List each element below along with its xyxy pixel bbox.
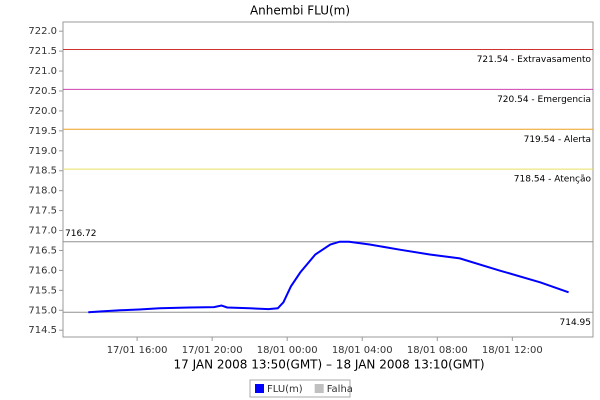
legend-swatch <box>255 384 264 393</box>
y-tick-label: 716.0 <box>28 265 57 276</box>
chart-title: Anhembi FLU(m) <box>250 4 350 18</box>
y-tick-label: 718.5 <box>28 166 57 177</box>
threshold-label: 721.54 - Extravasamento <box>477 55 592 65</box>
threshold-label: 719.54 - Alerta <box>524 135 591 145</box>
y-tick-label: 719.5 <box>28 126 57 137</box>
y-tick-label: 718.0 <box>28 186 57 197</box>
y-tick-label: 720.5 <box>28 86 57 97</box>
x-tick-label: 17/01 20:00 <box>182 345 243 356</box>
x-axis-label: 17 JAN 2008 13:50(GMT) – 18 JAN 2008 13:… <box>173 358 484 372</box>
y-tick-label: 722.0 <box>28 26 57 37</box>
y-tick-label: 714.5 <box>28 325 57 336</box>
x-tick-label: 18/01 00:00 <box>257 345 318 356</box>
legend-label: FLU(m) <box>267 384 303 395</box>
legend-swatch <box>314 384 324 393</box>
threshold-label: 714.95 <box>560 318 592 328</box>
x-tick-label: 18/01 08:00 <box>407 345 468 356</box>
legend-box <box>249 379 351 398</box>
y-tick-label: 717.5 <box>28 206 57 217</box>
x-tick-label: 18/01 12:00 <box>482 345 543 356</box>
y-tick-label: 715.0 <box>28 305 57 316</box>
y-tick-label: 721.5 <box>28 46 57 57</box>
y-tick-label: 715.5 <box>28 285 57 296</box>
x-tick-label: 17/01 16:00 <box>107 345 168 356</box>
threshold-label: 720.54 - Emergencia <box>497 95 591 105</box>
y-tick-label: 717.0 <box>28 226 57 237</box>
y-tick-label: 720.0 <box>28 106 57 117</box>
legend-label: Falha <box>327 384 353 395</box>
y-tick-label: 716.5 <box>28 245 57 256</box>
threshold-label: 718.54 - Atenção <box>514 175 592 185</box>
y-tick-label: 721.0 <box>28 66 57 77</box>
x-tick-label: 18/01 04:00 <box>332 345 393 356</box>
threshold-label: 716.72 <box>65 229 97 239</box>
data-line <box>88 240 569 314</box>
plot-area <box>62 21 594 338</box>
y-tick-label: 719.0 <box>28 146 57 157</box>
